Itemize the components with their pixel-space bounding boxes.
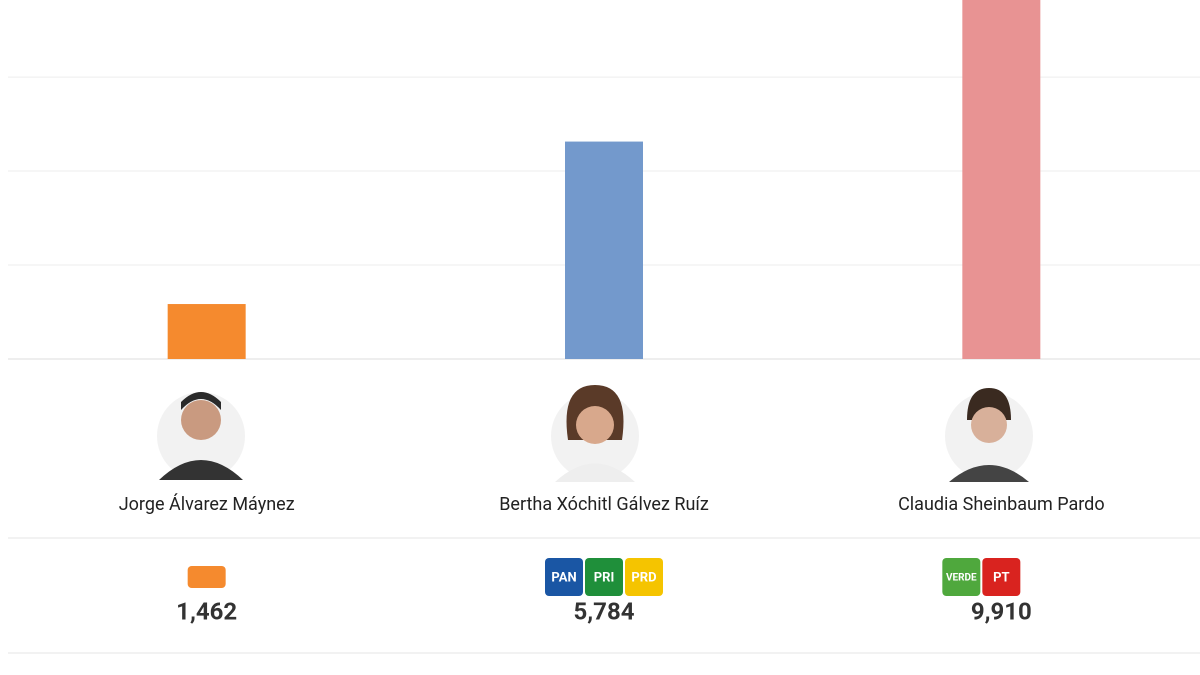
bar: [962, 0, 1041, 360]
candidate-photo: [551, 385, 639, 482]
candidate-photo: [157, 392, 245, 480]
candidate-name: Jorge Álvarez Máynez: [119, 493, 295, 515]
bar: [167, 304, 246, 359]
party-logo: [545, 558, 583, 596]
party-logo-text: morena: [1024, 573, 1059, 584]
candidate-name: Claudia Sheinbaum Pardo: [898, 494, 1105, 515]
value-label: 5,784: [574, 597, 635, 625]
party-logo-text: PRD: [631, 570, 656, 585]
party-logo-text: PT: [993, 570, 1009, 585]
party-logo-text: PRI: [594, 570, 615, 585]
bar: [565, 141, 643, 359]
party-logo: [625, 558, 663, 596]
party-logo: [187, 566, 226, 588]
value-label: 9,910: [971, 597, 1032, 625]
candidate-photo: [945, 388, 1033, 482]
party-logo: [585, 558, 623, 596]
party-logo-text: PAN: [551, 570, 576, 585]
candidate-name: Bertha Xóchitl Gálvez Ruíz: [499, 494, 709, 515]
value-label: 1,462: [176, 597, 237, 625]
party-logo-text: VERDE: [946, 573, 977, 584]
party-logo: [942, 558, 981, 596]
party-logo: [982, 558, 1021, 596]
